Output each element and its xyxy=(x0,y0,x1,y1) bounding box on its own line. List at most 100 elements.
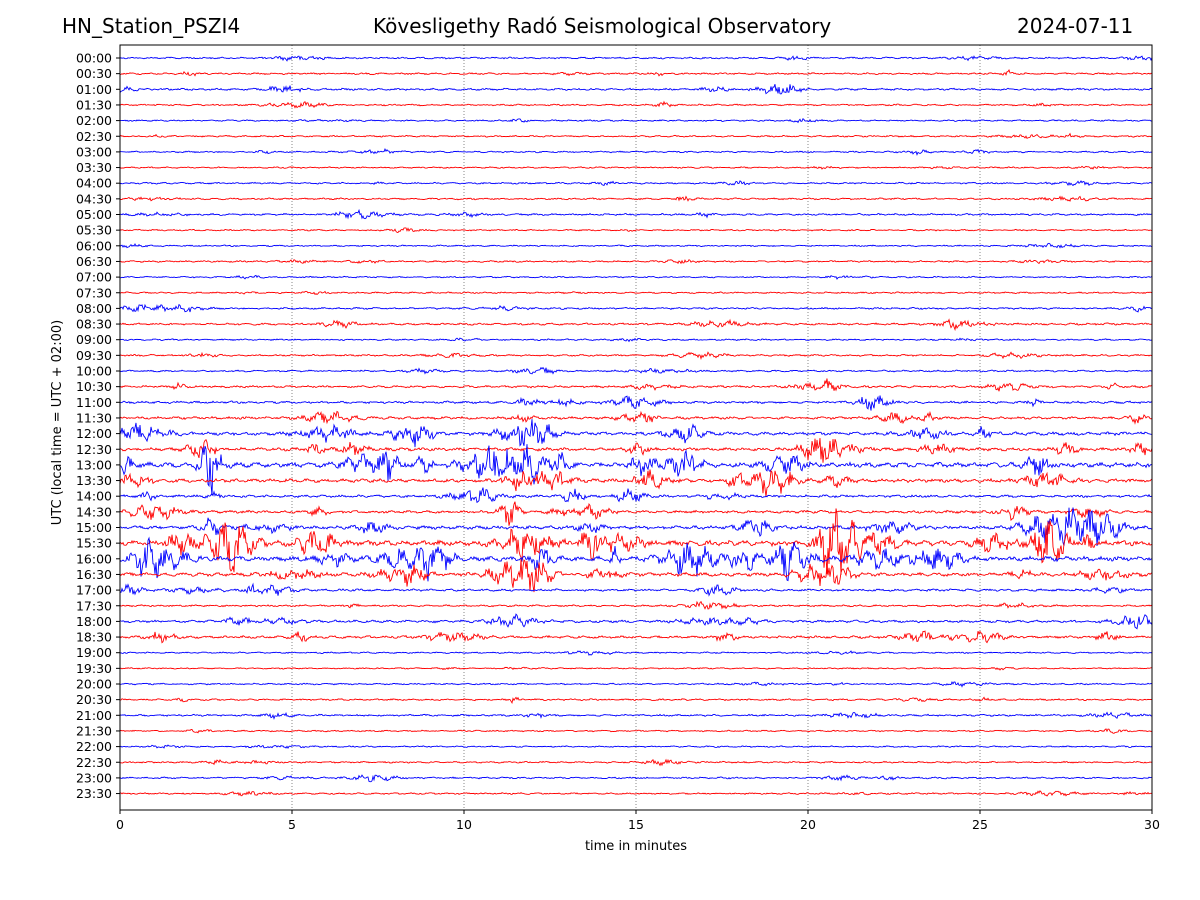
y-tick-label: 00:30 xyxy=(76,66,112,81)
trace-2100 xyxy=(119,711,1153,720)
y-axis-ticks: 00:0000:3001:0001:3002:0002:3003:0003:30… xyxy=(76,51,120,801)
y-tick-label: 04:00 xyxy=(76,176,112,191)
y-tick-label: 05:00 xyxy=(76,207,112,222)
x-tick-label: 10 xyxy=(456,817,472,832)
trace-0500 xyxy=(119,208,1153,220)
y-tick-label: 07:30 xyxy=(76,285,112,300)
trace-0400 xyxy=(119,180,1153,187)
x-tick-label: 0 xyxy=(116,817,124,832)
trace-1930 xyxy=(119,666,1153,671)
trace-0330 xyxy=(119,165,1153,170)
trace-1030 xyxy=(119,378,1153,392)
y-tick-label: 03:30 xyxy=(76,160,112,175)
trace-0100 xyxy=(119,84,1153,95)
trace-1900 xyxy=(119,650,1153,656)
trace-1100 xyxy=(119,395,1153,411)
trace-0200 xyxy=(119,117,1152,124)
trace-2330 xyxy=(119,790,1153,797)
y-tick-label: 22:30 xyxy=(76,755,112,770)
y-tick-label: 16:00 xyxy=(76,551,112,566)
x-tick-label: 20 xyxy=(800,817,816,832)
y-tick-label: 10:30 xyxy=(76,379,112,394)
trace-0030 xyxy=(119,68,1153,77)
trace-1700 xyxy=(119,582,1153,597)
trace-0530 xyxy=(119,227,1153,234)
station-name: HN_Station_PSZI4 xyxy=(62,14,241,38)
trace-1800 xyxy=(119,613,1153,630)
y-tick-label: 15:30 xyxy=(76,536,112,551)
chart-date: 2024-07-11 xyxy=(1017,14,1134,38)
y-tick-label: 18:00 xyxy=(76,614,112,629)
trace-1730 xyxy=(119,600,1153,610)
y-tick-label: 13:30 xyxy=(76,473,112,488)
x-axis-ticks: 0 5 10 15 20 25 30 xyxy=(116,810,1160,832)
x-tick-label: 30 xyxy=(1144,817,1160,832)
y-tick-label: 09:00 xyxy=(76,332,112,347)
trace-2030 xyxy=(119,696,1153,704)
trace-1630 xyxy=(119,558,1153,593)
trace-1600 xyxy=(119,536,1153,582)
y-tick-label: 04:30 xyxy=(76,191,112,206)
y-tick-label: 14:30 xyxy=(76,504,112,519)
trace-1300 xyxy=(119,444,1153,496)
y-tick-label: 14:00 xyxy=(76,489,112,504)
y-tick-label: 19:00 xyxy=(76,645,112,660)
y-tick-label: 08:00 xyxy=(76,301,112,316)
trace-0930 xyxy=(119,351,1153,361)
trace-0700 xyxy=(119,274,1153,280)
trace-2230 xyxy=(119,758,1153,767)
y-tick-label: 10:00 xyxy=(76,364,112,379)
y-tick-label: 23:30 xyxy=(76,786,112,801)
y-tick-label: 11:30 xyxy=(76,410,112,425)
y-tick-label: 21:30 xyxy=(76,723,112,738)
x-tick-label: 25 xyxy=(972,817,988,832)
trace-0130 xyxy=(119,100,1153,109)
y-tick-label: 17:30 xyxy=(76,598,112,613)
trace-0000 xyxy=(119,55,1153,62)
y-tick-label: 16:30 xyxy=(76,567,112,582)
y-tick-label: 00:00 xyxy=(76,51,112,66)
y-tick-label: 15:00 xyxy=(76,520,112,535)
y-tick-label: 23:00 xyxy=(76,770,112,785)
trace-0800 xyxy=(119,303,1153,313)
trace-0430 xyxy=(119,195,1153,202)
y-tick-label: 03:00 xyxy=(76,144,112,159)
grid-lines xyxy=(291,45,981,810)
trace-2200 xyxy=(119,744,1153,749)
trace-1200 xyxy=(119,419,1152,448)
x-tick-label: 5 xyxy=(288,817,296,832)
y-tick-label: 02:00 xyxy=(76,113,112,128)
y-tick-label: 07:00 xyxy=(76,270,112,285)
trace-1130 xyxy=(119,410,1153,425)
trace-1530 xyxy=(119,508,1153,575)
y-tick-label: 17:00 xyxy=(76,583,112,598)
y-tick-label: 13:00 xyxy=(76,457,112,472)
y-tick-label: 09:30 xyxy=(76,348,112,363)
y-tick-label: 05:30 xyxy=(76,223,112,238)
y-tick-label: 11:00 xyxy=(76,395,112,410)
trace-0830 xyxy=(119,318,1153,332)
y-tick-label: 21:00 xyxy=(76,708,112,723)
y-tick-label: 12:30 xyxy=(76,442,112,457)
y-tick-label: 22:00 xyxy=(76,739,112,754)
trace-0230 xyxy=(119,132,1153,140)
y-tick-label: 08:30 xyxy=(76,317,112,332)
y-tick-label: 06:30 xyxy=(76,254,112,269)
y-tick-label: 19:30 xyxy=(76,661,112,676)
trace-0900 xyxy=(119,337,1153,343)
chart-title: Kövesligethy Radó Seismological Observat… xyxy=(373,14,832,38)
y-tick-label: 01:00 xyxy=(76,82,112,97)
trace-2000 xyxy=(120,680,1153,688)
y-tick-label: 20:30 xyxy=(76,692,112,707)
y-axis-label: UTC (local time = UTC + 02:00) xyxy=(50,320,65,525)
trace-1230 xyxy=(119,438,1153,463)
trace-0600 xyxy=(119,242,1153,249)
y-tick-label: 06:00 xyxy=(76,238,112,253)
y-tick-label: 02:30 xyxy=(76,129,112,144)
x-axis-label: time in minutes xyxy=(585,839,687,854)
trace-1330 xyxy=(119,469,1153,497)
seismic-traces xyxy=(119,55,1153,797)
trace-2130 xyxy=(119,728,1153,734)
x-tick-label: 15 xyxy=(628,817,644,832)
